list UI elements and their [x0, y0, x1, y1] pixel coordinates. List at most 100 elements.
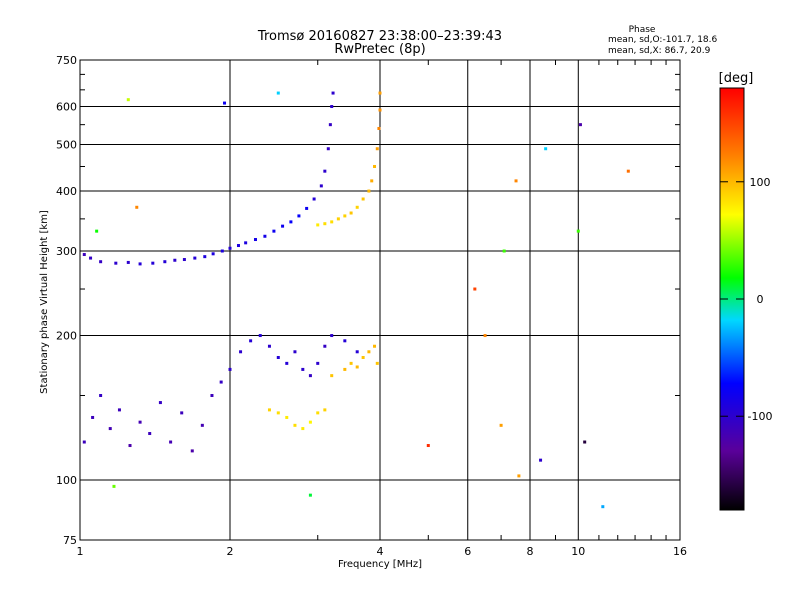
data-point — [377, 126, 381, 130]
data-point — [355, 205, 359, 209]
data-point — [169, 440, 173, 444]
data-point — [367, 350, 371, 354]
data-point — [483, 334, 487, 338]
data-point — [148, 432, 152, 436]
colorbar-tick-label: -100 — [748, 410, 773, 423]
y-tick-label: 100 — [56, 474, 77, 487]
plot-frame — [79, 59, 681, 541]
data-point — [99, 394, 103, 398]
data-point — [193, 256, 197, 260]
y-tick-label: 750 — [56, 54, 77, 67]
data-point — [578, 123, 582, 127]
data-point — [91, 415, 95, 419]
y-tick-label: 500 — [56, 139, 77, 152]
data-point — [95, 229, 99, 233]
data-point — [285, 361, 289, 365]
data-point — [330, 334, 334, 338]
data-point — [330, 374, 334, 378]
colorbar-tick-label: 0 — [757, 293, 764, 306]
data-point — [114, 261, 118, 265]
data-point — [373, 164, 377, 168]
data-point — [308, 420, 312, 424]
data-point — [583, 440, 587, 444]
data-point — [289, 220, 293, 224]
data-point — [473, 287, 477, 291]
data-point — [330, 220, 334, 224]
data-point — [355, 350, 359, 354]
data-point — [126, 260, 130, 264]
data-point — [236, 244, 240, 248]
data-point — [182, 258, 186, 262]
data-point — [626, 169, 630, 173]
data-point — [89, 256, 93, 260]
data-point — [328, 123, 332, 127]
chart-subtitle: RwPretec (8p) — [334, 42, 425, 57]
data-point — [308, 374, 312, 378]
data-point — [316, 223, 320, 227]
data-point — [263, 234, 267, 238]
data-point — [601, 505, 605, 509]
data-point — [378, 91, 382, 95]
axes: 1 2 4 6 8 10 16 75 100 200 300 400 500 600 750 — [56, 54, 687, 558]
data-point — [378, 108, 382, 112]
x-tick-label: 10 — [571, 545, 585, 558]
data-point — [158, 401, 162, 405]
data-point — [173, 258, 177, 262]
colorbar-label: [deg] — [719, 71, 754, 86]
data-point — [258, 334, 262, 338]
data-point — [355, 365, 359, 369]
data-point — [138, 262, 142, 266]
stats-o-line: mean, sd,O:-101.7, 18.6 — [608, 35, 718, 45]
data-point — [319, 184, 323, 188]
chart-title: Tromsø 20160827 23:38:00–23:39:43 — [257, 29, 502, 44]
data-point — [361, 197, 365, 201]
data-point — [281, 224, 285, 228]
data-point — [117, 408, 121, 412]
data-point — [82, 440, 86, 444]
x-tick-label: 8 — [527, 545, 534, 558]
y-tick-label: 300 — [56, 245, 77, 258]
data-point — [343, 339, 347, 343]
data-point — [517, 474, 521, 478]
data-point — [82, 253, 86, 257]
data-point — [276, 411, 280, 415]
data-point — [190, 449, 194, 453]
data-point — [308, 493, 312, 497]
data-point — [323, 222, 327, 226]
data-point — [367, 189, 371, 193]
stats-x-line: mean, sd,X: 86.7, 20.9 — [608, 46, 711, 56]
y-tick-label: 400 — [56, 185, 77, 198]
x-tick-label: 16 — [673, 545, 687, 558]
data-point — [370, 179, 374, 183]
data-point — [326, 147, 330, 151]
data-point — [228, 367, 232, 371]
data-point — [249, 339, 253, 343]
data-point — [323, 169, 327, 173]
data-point — [223, 101, 227, 105]
data-point — [253, 238, 257, 242]
data-point — [276, 91, 280, 95]
data-point — [112, 484, 116, 488]
data-point — [502, 249, 506, 253]
data-point — [99, 260, 103, 264]
data-point — [349, 211, 353, 215]
data-point — [211, 252, 215, 256]
data-points — [82, 91, 630, 509]
data-point — [272, 229, 276, 233]
data-point — [312, 197, 316, 201]
data-point — [331, 91, 335, 95]
data-point — [151, 261, 155, 265]
data-point — [203, 255, 207, 259]
data-point — [285, 415, 289, 419]
data-point — [297, 214, 301, 218]
data-point — [200, 423, 204, 427]
data-point — [336, 217, 340, 221]
data-point — [220, 249, 224, 253]
data-point — [316, 361, 320, 365]
x-tick-label: 6 — [464, 545, 471, 558]
data-point — [375, 361, 379, 365]
data-point — [210, 394, 214, 398]
data-point — [349, 361, 353, 365]
data-point — [576, 229, 580, 233]
